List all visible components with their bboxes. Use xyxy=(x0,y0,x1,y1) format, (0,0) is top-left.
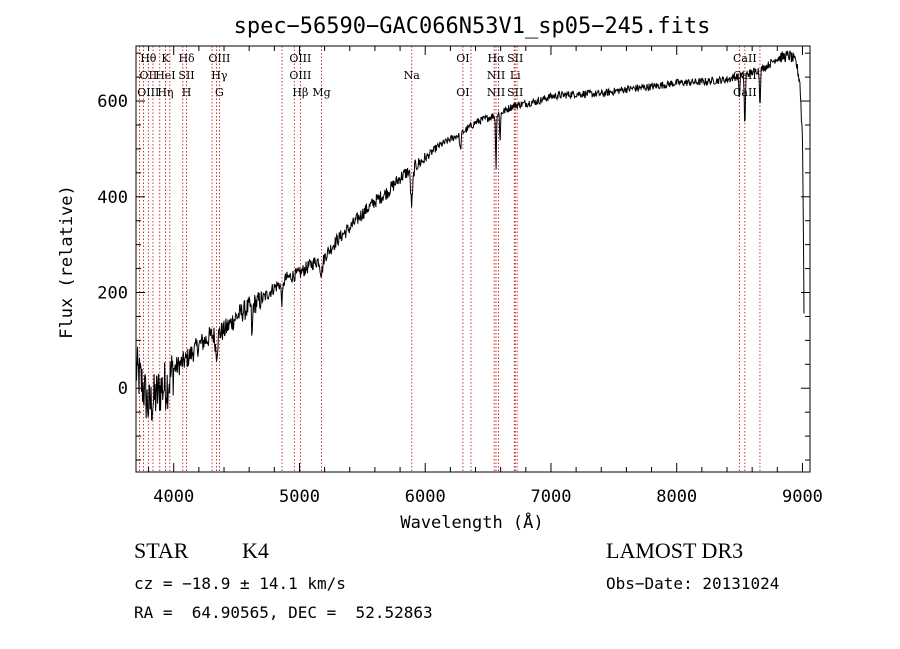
plot-frame xyxy=(135,45,811,473)
y-axis-label: Flux (relative) xyxy=(57,185,77,339)
y-axis-ticks: 0 200 400 600 xyxy=(97,52,810,461)
line-label: K xyxy=(161,52,170,65)
sky-coordinates: RA = 64.90565, DEC = 52.52863 xyxy=(134,603,433,622)
line-label: H xyxy=(182,86,192,99)
line-label: Hγ xyxy=(211,69,228,82)
line-label: OIII xyxy=(289,52,311,65)
object-subclass: K4 xyxy=(242,538,269,563)
line-label: OIII xyxy=(289,69,311,82)
object-class: STAR xyxy=(134,538,189,563)
redshift-value: cz = −18.9 ± 14.1 km/s xyxy=(134,574,346,593)
line-label: NII xyxy=(487,69,505,82)
line-label: SII xyxy=(178,69,194,82)
line-label: Hη xyxy=(157,86,173,99)
survey-name: LAMOST DR3 xyxy=(606,538,744,563)
y-tick-label: 0 xyxy=(118,379,128,399)
line-label: SII xyxy=(507,86,523,99)
spectral-line-markers xyxy=(138,46,761,472)
line-label: Li xyxy=(510,69,521,82)
line-label: Hθ xyxy=(140,52,157,65)
line-label: Hδ xyxy=(178,52,195,65)
x-tick-label: 4000 xyxy=(153,487,194,507)
x-tick-label: 5000 xyxy=(279,487,320,507)
line-label: Hα xyxy=(487,52,505,65)
chart-title: spec−56590−GAC066N53V1_sp05−245.fits xyxy=(234,14,711,39)
line-label: Hβ xyxy=(292,86,308,99)
x-tick-label: 9000 xyxy=(782,487,823,507)
line-label: OI xyxy=(456,86,469,99)
x-tick-label: 7000 xyxy=(530,487,571,507)
y-tick-label: 200 xyxy=(97,284,128,304)
line-label: OIII xyxy=(208,52,230,65)
spectrum-line xyxy=(135,50,805,421)
line-label: OI xyxy=(456,52,469,65)
spectral-line-labels: Hθ OII OIII K HeI Hη Hδ SII H OIII Hγ G OIII OIII Hβ Mg… xyxy=(137,52,756,99)
line-label: OII xyxy=(139,69,157,82)
line-label: CaII xyxy=(733,52,757,65)
line-label: Na xyxy=(404,69,421,82)
x-axis-label: Wavelength (Å) xyxy=(400,511,543,533)
line-label: Mg xyxy=(312,86,330,99)
x-tick-label: 8000 xyxy=(656,487,697,507)
line-label: SII xyxy=(507,52,523,65)
line-label: CaII xyxy=(733,86,757,99)
line-label: HeI xyxy=(155,69,175,82)
line-label: G xyxy=(215,86,224,99)
y-tick-label: 600 xyxy=(97,92,128,112)
line-label: NII xyxy=(487,86,505,99)
observation-date: Obs−Date: 20131024 xyxy=(606,574,780,593)
line-label: OIII xyxy=(137,86,159,99)
y-tick-label: 400 xyxy=(97,188,128,208)
x-tick-label: 6000 xyxy=(405,487,446,507)
x-axis-ticks: 4000 5000 6000 7000 8000 9000 xyxy=(148,46,823,507)
